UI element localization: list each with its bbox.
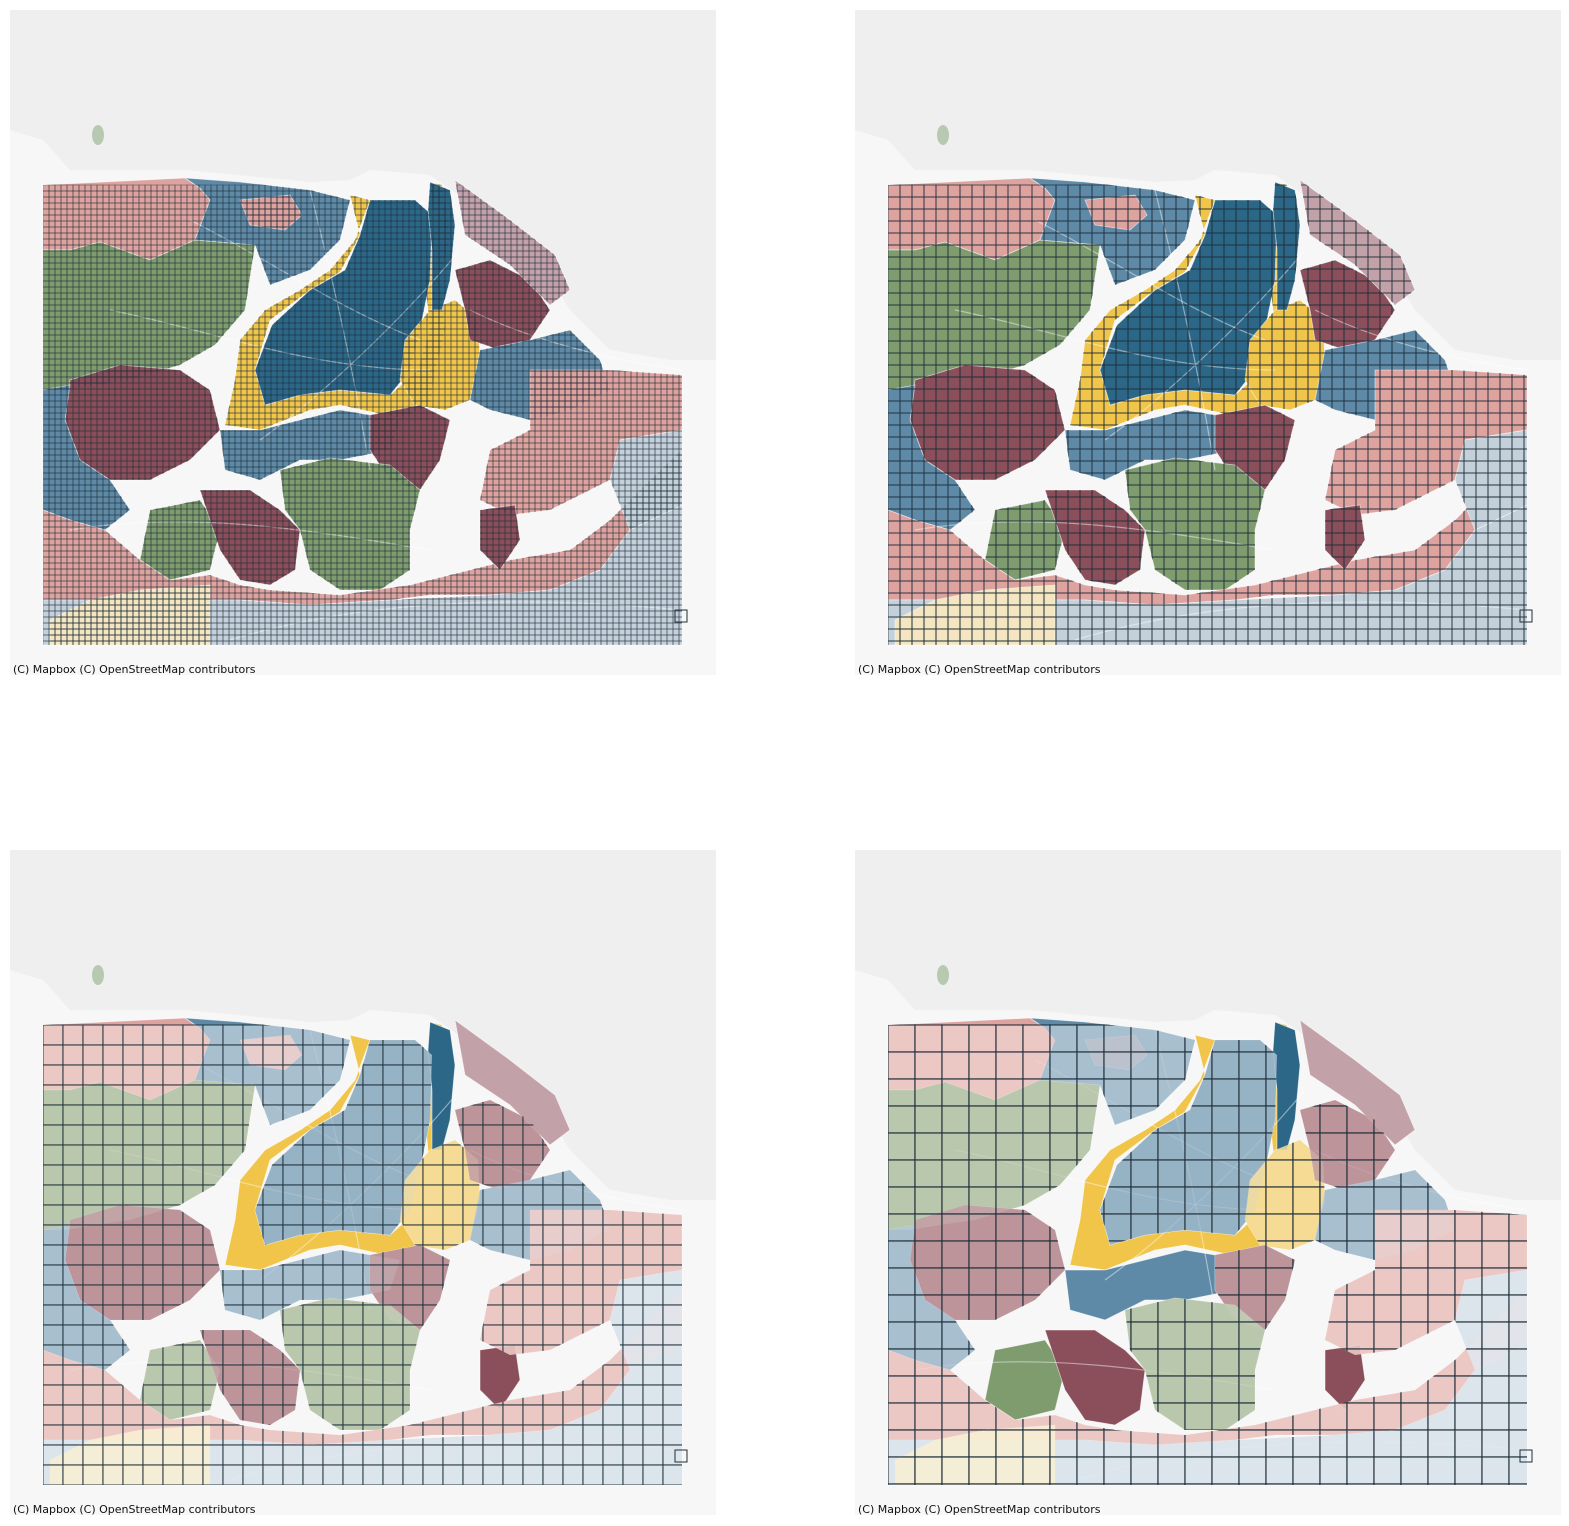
- road-line: [259, 249, 461, 441]
- grid-cell: [252, 244, 255, 252]
- grid-cell: [138, 256, 146, 260]
- grid-cell: [252, 250, 255, 258]
- region-cream-beach[interactable]: [49, 584, 211, 646]
- grid-cell: [282, 226, 290, 230]
- island-icon: [92, 125, 104, 145]
- road-line: [309, 189, 371, 471]
- grid-cell: [348, 196, 350, 204]
- road-line: [69, 521, 431, 551]
- grid-cell: [270, 226, 278, 230]
- grid-cell: [43, 388, 50, 390]
- grid-cell: [150, 256, 158, 260]
- road-line: [189, 219, 421, 341]
- map-panel-1[interactable]: (C) Mapbox (C) OpenStreetMap contributor…: [10, 10, 716, 676]
- road-line: [109, 309, 431, 371]
- grid-cell: [144, 256, 152, 260]
- grid-cell: [264, 226, 272, 230]
- grid-cell: [276, 226, 284, 230]
- road-line: [229, 601, 683, 641]
- region-north-blue[interactable]: [183, 177, 351, 286]
- map-canvas[interactable]: [10, 10, 716, 675]
- region-east-dark-strip[interactable]: [427, 181, 456, 311]
